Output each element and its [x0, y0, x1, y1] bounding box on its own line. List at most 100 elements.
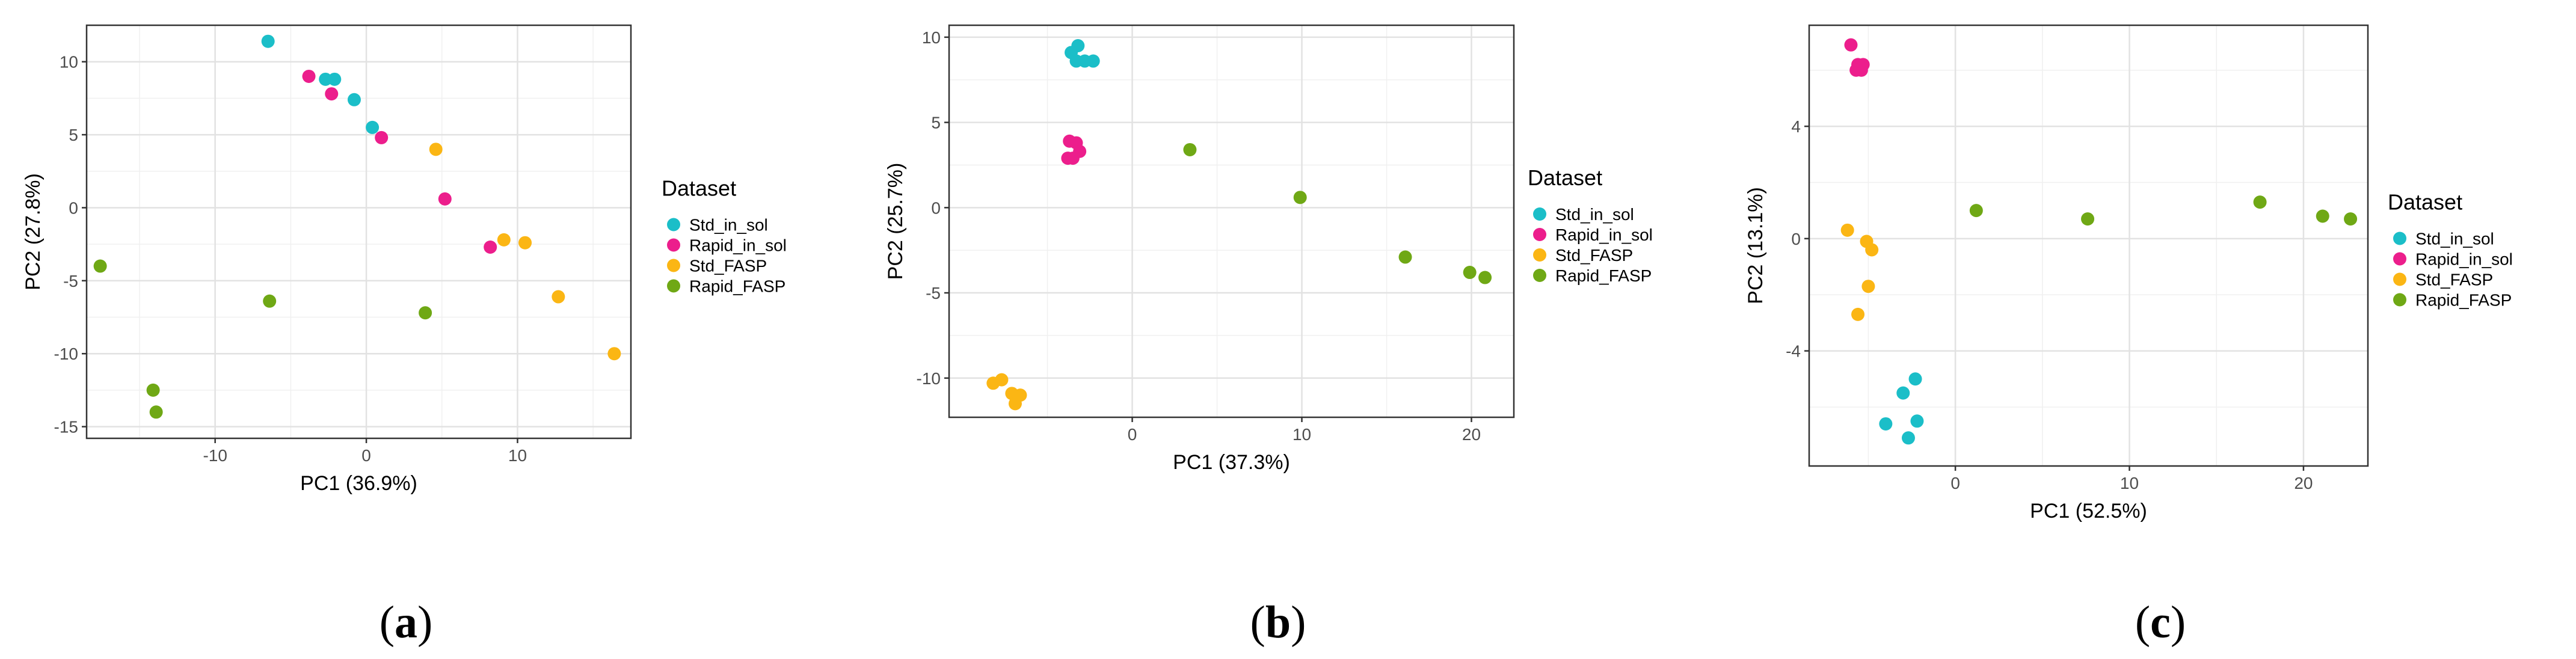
legend-swatch	[667, 279, 680, 293]
legend-label: Rapid_in_sol	[689, 236, 787, 255]
legend-label: Std_in_sol	[2415, 230, 2494, 248]
x-axis-label: PC1 (37.3%)	[1173, 451, 1290, 474]
data-point	[497, 233, 511, 247]
data-point	[319, 72, 333, 86]
x-tick-label: 10	[508, 446, 527, 465]
legend: DatasetStd_in_solRapid_in_solStd_FASPRap…	[1528, 165, 1653, 285]
y-tick-label: -10	[917, 369, 941, 388]
series-Rapid_FASP	[1183, 143, 1492, 284]
legend-swatch	[667, 238, 680, 252]
panel-caption: (c)	[2135, 597, 2186, 648]
data-point	[1086, 54, 1100, 68]
y-tick-label: -5	[926, 284, 941, 302]
caption-letter: c	[2150, 597, 2171, 648]
data-point	[995, 373, 1009, 387]
data-point	[1463, 266, 1477, 280]
data-point	[1879, 417, 1893, 431]
plot-background	[87, 25, 631, 438]
plot-border	[948, 24, 1515, 418]
y-tick-label: 10	[922, 28, 941, 47]
x-axis-label: PC1 (36.9%)	[300, 472, 417, 495]
legend-swatch	[667, 259, 680, 272]
legend-label: Std_in_sol	[689, 216, 768, 234]
plot-border	[1808, 24, 2369, 467]
y-tick-label: 0	[1791, 230, 1801, 248]
data-point	[347, 93, 361, 106]
data-point	[1969, 204, 1983, 218]
caption-open-paren: (	[1250, 597, 1265, 648]
legend-title: Dataset	[2388, 190, 2462, 215]
y-tick-label: 0	[931, 198, 941, 217]
caption-open-paren: (	[2135, 597, 2150, 648]
panel-a: -10 0 10 -15 -10 -5 0 5 10 PC1 (36.9%) PC2 (27.8%)…	[22, 24, 787, 648]
y-tick-label: -15	[54, 418, 78, 437]
legend-swatch	[2393, 252, 2406, 266]
legend-title: Dataset	[662, 176, 736, 201]
data-point	[438, 192, 452, 206]
x-tick-label: 10	[1293, 425, 1311, 444]
data-point	[263, 294, 277, 308]
data-point	[607, 347, 621, 361]
data-point	[261, 34, 275, 48]
data-point	[1478, 271, 1492, 284]
x-tick-label: 0	[361, 446, 371, 465]
data-point	[1066, 152, 1080, 165]
data-point	[1861, 280, 1875, 293]
data-point	[149, 405, 163, 419]
data-point	[1851, 307, 1865, 321]
data-point	[419, 306, 432, 320]
data-point	[429, 143, 443, 156]
y-tick-label: 5	[69, 126, 78, 144]
data-point	[484, 240, 497, 254]
legend: DatasetStd_in_solRapid_in_solStd_FASPRap…	[2388, 190, 2513, 310]
legend-label: Rapid_FASP	[689, 277, 785, 296]
legend-swatch	[2393, 272, 2406, 286]
caption-open-paren: (	[380, 597, 395, 648]
y-axis-label: PC2 (27.8%)	[22, 173, 45, 290]
data-point	[1908, 372, 1922, 386]
y-tick-label: 5	[931, 114, 941, 132]
data-point	[2344, 212, 2358, 226]
series-Rapid_in_sol	[302, 69, 497, 254]
data-point	[1844, 38, 1858, 52]
y-tick-label: -5	[63, 272, 78, 290]
y-tick-label: -10	[54, 345, 78, 363]
legend-swatch	[2393, 231, 2406, 245]
caption-close-paren: )	[1291, 597, 1306, 648]
panel-caption: (a)	[380, 597, 433, 648]
data-point	[366, 120, 380, 134]
data-point	[93, 259, 107, 273]
y-tick-label: 4	[1791, 117, 1801, 136]
caption-close-paren: )	[417, 597, 432, 648]
legend-title: Dataset	[1528, 165, 1602, 190]
caption-letter: a	[395, 597, 417, 648]
series-Std_FASP	[1840, 223, 1879, 321]
data-point	[2253, 195, 2267, 209]
legend-swatch	[1533, 248, 1546, 262]
x-tick-label: 10	[2120, 474, 2139, 492]
data-point	[146, 383, 160, 397]
legend-label: Rapid_FASP	[2415, 291, 2512, 310]
caption-letter: b	[1265, 597, 1291, 648]
panel-caption: (b)	[1250, 597, 1306, 648]
panel-c: 0 10 20 -4 0 4 PC1 (52.5%) PC2 (13.1%) Dataset St…	[1744, 24, 2513, 648]
legend: DatasetStd_in_solRapid_in_solStd_FASPRap…	[662, 176, 787, 296]
y-tick-label: 0	[69, 198, 78, 217]
x-tick-label: 0	[1950, 474, 1960, 492]
legend-swatch	[1533, 207, 1546, 221]
caption-close-paren: )	[2171, 597, 2186, 648]
data-point	[1183, 143, 1197, 156]
data-point	[1854, 63, 1868, 77]
data-point	[2081, 212, 2095, 226]
data-point	[552, 290, 565, 304]
data-point	[1398, 250, 1412, 264]
data-point	[328, 72, 342, 86]
series-Std_in_sol	[261, 34, 380, 134]
data-point	[1008, 397, 1022, 411]
legend-label: Std_in_sol	[1555, 205, 1634, 224]
data-point	[1910, 414, 1924, 428]
series-Rapid_FASP	[93, 259, 432, 419]
data-point	[302, 69, 316, 83]
